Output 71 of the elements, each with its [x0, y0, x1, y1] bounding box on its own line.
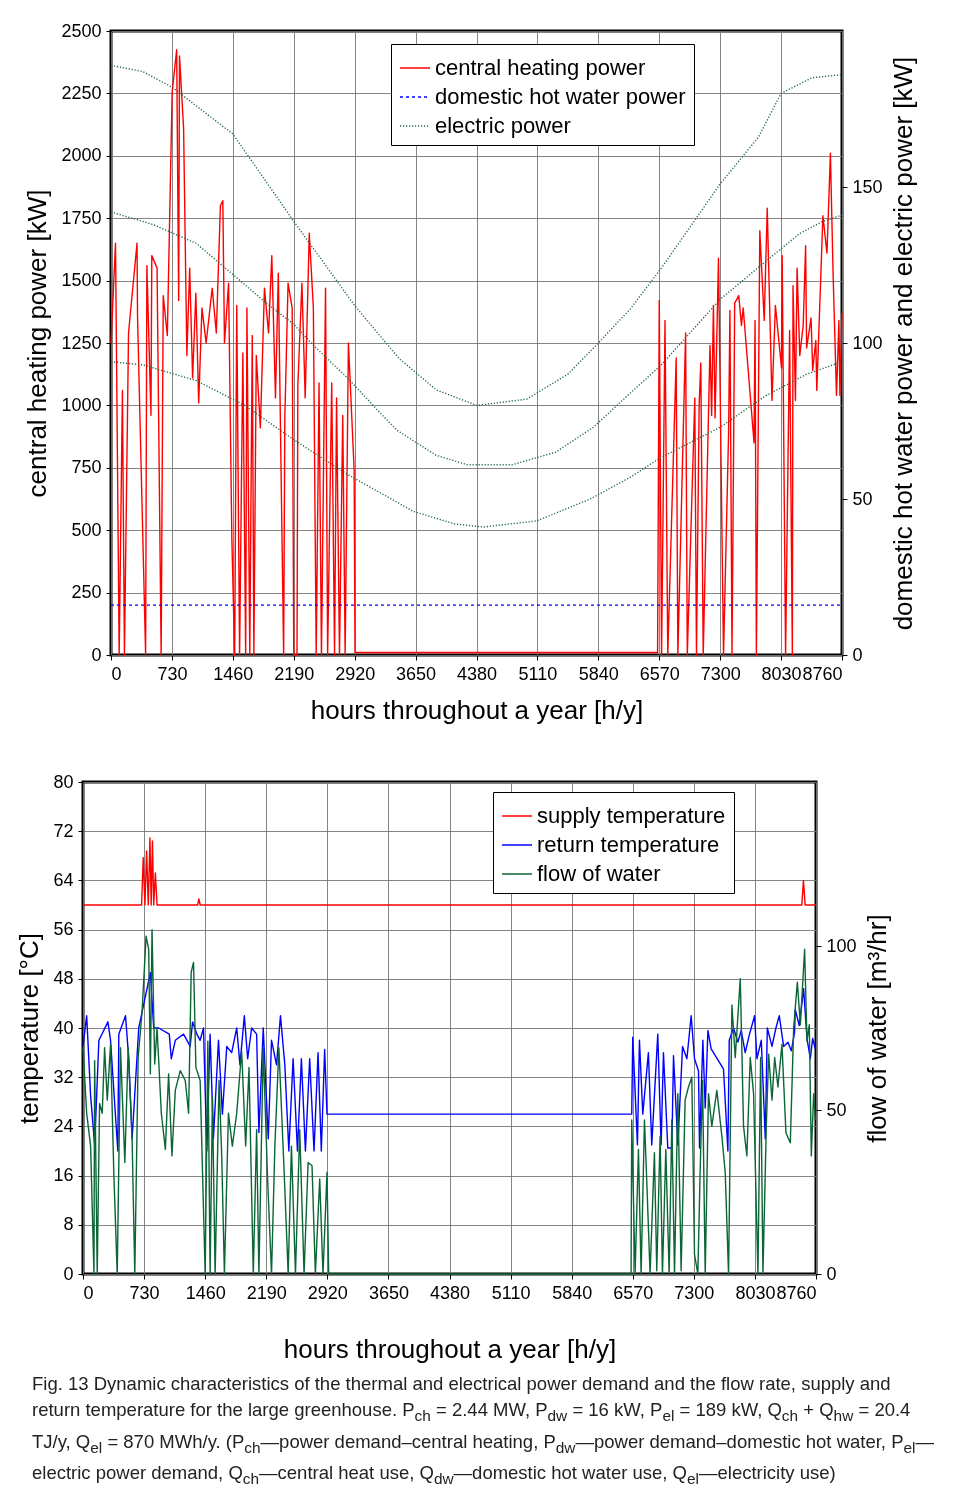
x-tick-label: 2920	[307, 1282, 348, 1303]
y-axis-title: temperature [°C]	[14, 932, 45, 1125]
y-tick-label: 40	[53, 1017, 74, 1038]
y-tick-label: 24	[53, 1115, 74, 1136]
x-tick-label: 0	[111, 663, 122, 684]
x-tick-label: 6570	[639, 663, 680, 684]
y-tick-label: 1500	[61, 270, 102, 291]
x-tick-label: 730	[129, 1282, 160, 1303]
y2-tick-label: 50	[852, 488, 873, 509]
y-tick-label: 1250	[61, 332, 102, 353]
y-tick-label: 500	[71, 519, 102, 540]
x-tick-label: 730	[157, 663, 188, 684]
y-tick-label: 250	[71, 582, 102, 603]
x-tick-label: 1460	[213, 663, 254, 684]
y2-tick-label: 150	[852, 176, 883, 197]
y-tick-label: 80	[53, 771, 74, 792]
x-tick-label: 3650	[368, 1282, 409, 1303]
line-series	[82, 837, 817, 906]
y-tick-label: 1750	[61, 207, 102, 228]
y2-tick-label: 100	[852, 332, 883, 353]
text: Fig. 13 Dynamic characteristics of the thermal and electrical power demand and the flow rate, supply and return temperature for the large greenhouse. P$_{ch}$ = 2.44 MW, P$_{dw}$ = 16 kW, P$_{el}$ = 189 kW, Q$_{ch}$ + Q$_{hw}$ = 20.4 TJ/y, Q$_{el}$ = 870 MWh/y. (P$_{ch}$—power demand–central heating, P$_{dw}$—power demand–domestic hot water, P$_{el}$—electric power demand, Q$_{ch}$—central heat use, Q$_{dw}$—domestic hot water use, Q$_{el}$—electricity use)	[32, 1373, 934, 1488]
x-tick-label: 6570	[613, 1282, 654, 1303]
x-tick-label: 7300	[700, 663, 741, 684]
x-tick-label: 3650	[396, 663, 437, 684]
y-axis-title: central heating power [kW]	[22, 189, 53, 498]
y2-axis-title: flow of water [m³/hr]	[861, 914, 892, 1143]
x-tick-label: 4380	[429, 1282, 471, 1303]
y-tick-label: 0	[91, 644, 102, 665]
y-tick-label: 2250	[61, 82, 102, 103]
y-tick-label: 64	[53, 869, 74, 890]
x-tick-label: 8760	[776, 1282, 817, 1303]
y-tick-label: 48	[53, 968, 74, 989]
y-tick-label: 0	[63, 1263, 74, 1284]
x-tick-label: 1460	[185, 1282, 226, 1303]
x-tick-label: 8030	[761, 663, 802, 684]
x-axis-title: hours throughout a year [h/y]	[283, 1333, 617, 1364]
y2-tick-label: 50	[826, 1099, 847, 1120]
y-tick-label: 1000	[61, 394, 102, 415]
x-tick-label: 7300	[674, 1282, 715, 1303]
legend-label: return temperature	[537, 832, 720, 857]
line-series	[82, 971, 817, 1152]
legend-label: domestic hot water power	[435, 84, 686, 109]
x-axis-title: hours throughout a year [h/y]	[310, 694, 644, 725]
legend-label: electric power	[435, 113, 571, 138]
y-tick-label: 2000	[61, 145, 102, 166]
y2-tick-label: 100	[826, 935, 857, 956]
y-tick-label: 16	[53, 1165, 74, 1186]
x-tick-label: 5110	[491, 1282, 531, 1303]
legend-label: supply temperature	[537, 803, 726, 828]
x-tick-label: 8760	[802, 663, 843, 684]
y-tick-label: 750	[71, 457, 102, 478]
y2-axis-title: domestic hot water power and electric power [kW]	[887, 56, 918, 631]
y-tick-label: 2500	[61, 20, 102, 41]
y-tick-label: 32	[53, 1066, 74, 1087]
legend-label: flow of water	[537, 861, 661, 886]
x-tick-label: 5840	[552, 1282, 593, 1303]
line-series	[110, 211, 843, 466]
y-tick-label: 72	[53, 820, 74, 841]
y-tick-label: 56	[53, 919, 74, 940]
x-tick-label: 5110	[518, 663, 558, 684]
y-tick-label: 8	[63, 1214, 74, 1235]
x-tick-label: 8030	[735, 1282, 776, 1303]
x-tick-label: 2920	[335, 663, 376, 684]
x-tick-label: 2190	[274, 663, 315, 684]
x-tick-label: 4380	[456, 663, 498, 684]
x-tick-label: 5840	[578, 663, 619, 684]
y2-tick-label: 0	[826, 1263, 837, 1284]
y2-tick-label: 0	[852, 644, 863, 665]
x-tick-label: 2190	[246, 1282, 287, 1303]
line-series	[110, 361, 843, 528]
legend-label: central heating power	[435, 55, 646, 80]
